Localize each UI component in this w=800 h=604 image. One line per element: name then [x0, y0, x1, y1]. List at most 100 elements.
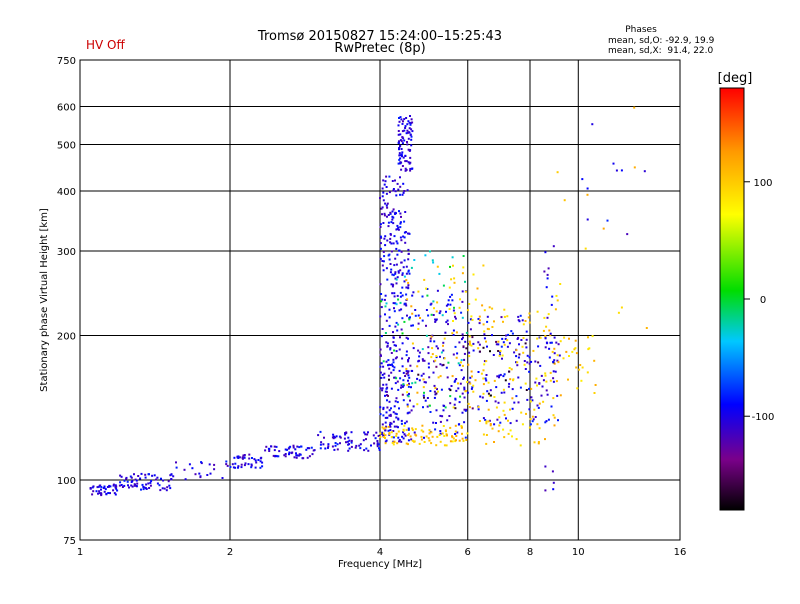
data-point: [469, 342, 471, 345]
data-point: [467, 402, 470, 405]
data-point: [445, 444, 448, 447]
data-point: [348, 439, 351, 442]
data-point: [534, 381, 537, 384]
data-point: [384, 442, 387, 445]
data-point: [399, 295, 402, 298]
data-point: [175, 466, 178, 469]
data-point: [499, 421, 502, 424]
data-point: [411, 121, 414, 124]
data-point: [420, 435, 423, 438]
data-point: [485, 399, 488, 402]
data-point: [410, 266, 413, 269]
data-point: [447, 361, 450, 364]
data-point: [408, 121, 411, 124]
data-point: [517, 315, 520, 318]
data-point: [491, 334, 493, 337]
data-point: [120, 484, 123, 486]
data-point: [463, 352, 466, 355]
data-point: [409, 115, 411, 117]
data-point: [286, 448, 288, 451]
data-point: [459, 395, 462, 398]
data-point: [460, 426, 463, 429]
data-point: [384, 421, 387, 424]
data-point: [131, 480, 134, 483]
data-point: [253, 458, 256, 461]
data-point: [308, 447, 311, 450]
data-point: [399, 291, 402, 294]
data-point: [392, 302, 395, 305]
data-point: [395, 416, 398, 419]
data-point: [471, 375, 473, 378]
data-point: [399, 157, 402, 160]
data-point: [477, 341, 480, 344]
data-point: [383, 255, 386, 258]
data-point: [274, 454, 277, 457]
data-point: [513, 351, 516, 354]
data-point: [393, 295, 396, 298]
data-point: [428, 432, 431, 435]
data-point: [407, 120, 410, 123]
data-point: [306, 456, 309, 459]
data-point: [382, 191, 385, 194]
data-point: [295, 452, 297, 455]
data-point: [530, 360, 533, 363]
data-point: [432, 421, 435, 424]
data-point: [428, 439, 431, 442]
data-point: [485, 360, 488, 363]
data-point: [461, 290, 464, 293]
data-point: [544, 251, 547, 254]
data-point: [398, 152, 401, 155]
data-point: [433, 307, 435, 310]
data-point: [120, 475, 123, 478]
data-point: [397, 430, 400, 433]
data-point: [528, 321, 531, 324]
data-point: [399, 133, 402, 136]
data-point: [383, 237, 386, 240]
data-point: [432, 300, 435, 303]
data-point: [375, 431, 378, 434]
data-point: [429, 303, 432, 306]
data-point: [427, 366, 430, 369]
data-point: [425, 334, 428, 337]
data-point: [439, 440, 442, 443]
data-point: [320, 441, 323, 444]
data-point: [429, 390, 432, 392]
data-point: [515, 361, 517, 364]
data-point: [403, 320, 406, 323]
data-point: [445, 310, 447, 313]
data-point: [411, 427, 414, 430]
data-point: [388, 409, 391, 412]
data-point: [412, 405, 415, 408]
data-point: [394, 325, 397, 328]
data-point: [424, 254, 427, 257]
data-point: [385, 204, 388, 207]
data-point: [399, 145, 401, 148]
data-point: [359, 447, 362, 450]
data-point: [526, 398, 529, 401]
data-point: [552, 377, 555, 380]
data-point: [332, 437, 335, 440]
data-point: [500, 345, 503, 348]
data-point: [137, 475, 140, 477]
data-point: [401, 272, 404, 275]
data-point: [441, 364, 444, 367]
data-point: [400, 118, 403, 121]
data-point: [399, 301, 402, 304]
data-point: [336, 443, 339, 446]
data-point: [399, 226, 402, 229]
data-point: [359, 443, 362, 446]
data-point: [438, 434, 441, 436]
data-point: [100, 488, 102, 491]
data-point: [461, 432, 463, 435]
data-point: [397, 270, 400, 273]
data-point: [393, 440, 396, 443]
data-point: [405, 367, 408, 370]
data-point: [548, 329, 551, 332]
data-point: [170, 478, 173, 480]
data-point: [397, 188, 400, 191]
data-point: [525, 389, 528, 391]
data-point: [449, 389, 452, 392]
data-point: [454, 379, 457, 382]
data-point: [410, 118, 413, 121]
data-point: [127, 484, 129, 487]
